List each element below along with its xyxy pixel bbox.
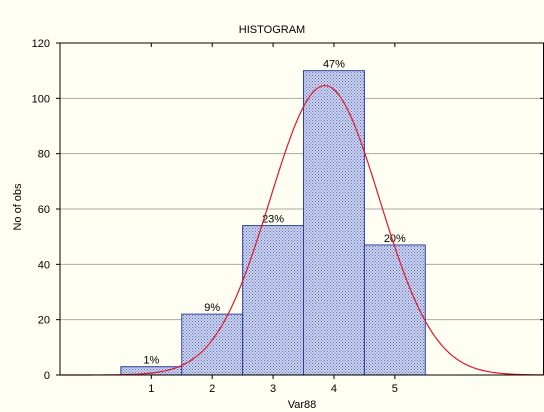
bar-value-label: 9% bbox=[204, 302, 220, 314]
bar-value-label: 23% bbox=[262, 214, 284, 226]
y-axis-label: No of obs bbox=[12, 183, 24, 231]
bar-value-label: 20% bbox=[384, 233, 406, 245]
y-tick-label: 0 bbox=[44, 370, 50, 382]
bar-1 bbox=[120, 366, 183, 376]
bar-value-label: 47% bbox=[323, 59, 345, 71]
x-tick-label: 1 bbox=[148, 383, 154, 395]
x-axis-label: Var88 bbox=[288, 399, 317, 411]
y-tick-label: 60 bbox=[38, 204, 50, 216]
chart-title: HISTOGRAM bbox=[239, 24, 305, 36]
y-tick-label: 80 bbox=[38, 149, 50, 161]
bar-2 bbox=[181, 313, 244, 376]
x-tick-label: 4 bbox=[331, 383, 337, 395]
y-tick-label: 120 bbox=[32, 38, 50, 50]
x-tick-label: 2 bbox=[209, 383, 215, 395]
normal-curve bbox=[60, 84, 544, 376]
normal-fit-curve bbox=[60, 84, 544, 376]
bar-5 bbox=[363, 244, 426, 376]
bar-3 bbox=[242, 225, 305, 376]
x-tick-label: 5 bbox=[392, 383, 398, 395]
y-tick-label: 40 bbox=[38, 259, 50, 271]
y-tick-label: 100 bbox=[32, 93, 50, 105]
bar-value-label: 1% bbox=[143, 355, 159, 367]
y-tick-label: 20 bbox=[38, 315, 50, 327]
x-tick-label: 3 bbox=[270, 383, 276, 395]
bar-4 bbox=[303, 70, 365, 376]
bar-labels: 1% 9% 23% 47% 20% bbox=[143, 59, 406, 367]
bars bbox=[120, 70, 426, 376]
